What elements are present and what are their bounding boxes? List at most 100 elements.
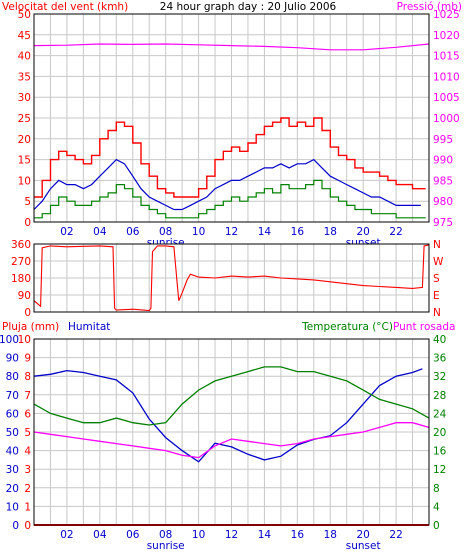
series-wind_gust [34,117,426,198]
direction-left-ticks: 0 90 180 270 360 [11,239,31,319]
x-tick-label: 16 [291,226,305,238]
series-wind_average [33,158,421,211]
x-tick-label: 18 [324,226,337,238]
y-tick-label: 3 [24,464,31,476]
y-tick-label: 5 [24,427,31,439]
wind-plot-frame [33,13,430,223]
y-tick-label: 40 [6,446,19,458]
y-tick-label: W [433,256,444,268]
rain-axis-ticks: 0 1 2 3 4 5 6 7 8 9 10 [18,334,32,532]
direction-plot-frame [33,243,430,313]
x-annotation-label: sunset [346,540,381,552]
y-tick-label: 2 [24,483,31,495]
y-tick-label: 25 [18,113,31,125]
y-tick-label: 45 [18,30,31,42]
bottom-x-ticks: 02 04 06 08 10 12 14 16 18 20 22 sunrise sunset [60,529,403,552]
y-tick-label: 10 [6,501,19,513]
y-tick-label: 0 [24,307,31,319]
y-tick-label: 975 [433,217,453,229]
wind-axis-label: Velocitat del vent (kmh) [2,1,128,13]
y-tick-label: 0 [24,217,31,229]
y-tick-label: 60 [6,408,19,420]
y-tick-label: 0 [433,520,440,532]
y-tick-label: 100 [0,334,19,346]
y-tick-label: 20 [18,134,31,146]
y-tick-label: 15 [18,155,31,167]
y-tick-label: S [433,273,440,285]
y-tick-label: 4 [433,501,440,513]
series-temperature [33,366,430,426]
y-tick-label: 70 [6,390,19,402]
x-tick-label: 08 [159,529,172,541]
x-tick-label: 06 [126,226,140,238]
x-tick-label: 20 [356,226,369,238]
x-tick-label: 18 [324,529,337,541]
y-tick-label: 32 [433,371,446,383]
series-humidity [33,368,423,463]
x-tick-label: 14 [258,529,272,541]
y-tick-label: 0 [12,520,19,532]
y-tick-label: 80 [6,371,19,383]
x-tick-label: 06 [126,529,140,541]
y-tick-label: 36 [433,353,447,365]
y-tick-label: 28 [433,390,446,402]
dew-point-header: Punt rosada [393,321,455,333]
y-tick-label: 4 [24,446,31,458]
y-tick-label: 985 [433,175,453,187]
pressure-axis-label: Pressió (mb) [397,1,462,13]
y-tick-label: 7 [24,390,31,402]
y-tick-label: 50 [18,9,31,21]
y-tick-label: N [433,239,441,251]
y-tick-label: 10 [18,175,31,187]
y-tick-label: 40 [18,51,31,63]
x-tick-label: 14 [258,226,272,238]
x-tick-label: 10 [192,226,205,238]
y-tick-label: 0 [24,520,31,532]
y-tick-label: 8 [24,371,31,383]
y-tick-label: 24 [433,408,447,420]
x-tick-label: 02 [60,529,73,541]
y-tick-label: 6 [24,408,31,420]
y-tick-label: 35 [18,71,31,83]
y-tick-label: 9 [24,353,31,365]
y-tick-label: 180 [11,273,31,285]
y-tick-label: 1020 [433,30,460,42]
series-wind_minimum [34,179,426,219]
y-tick-label: N [433,307,441,319]
y-tick-label: 980 [433,196,453,208]
x-tick-label: 12 [225,529,238,541]
pressure-right-ticks: 975 980 985 990 995 1000 1005 1010 1015 1020 1025 [433,9,460,229]
temp-right-axis-ticks: 0 4 8 12 16 20 24 28 32 36 40 [433,334,447,532]
temperature-header: Temperatura (°C) [301,321,393,333]
y-tick-label: 990 [433,155,453,167]
x-annotation-label: sunrise [147,540,185,552]
x-tick-label: 12 [225,226,238,238]
x-tick-label: 04 [93,226,107,238]
wind-left-ticks: 0 5 10 15 20 25 30 35 40 45 50 [18,9,31,229]
direction-series-layer [33,244,430,312]
y-tick-label: 1 [24,501,31,513]
x-tick-label: 16 [291,529,305,541]
y-tick-label: 1025 [433,9,460,21]
y-tick-label: 1010 [433,71,460,83]
series-dew_point [33,422,430,459]
humidity-header: Humitat [68,321,110,333]
y-tick-label: 40 [433,334,446,346]
y-tick-label: 50 [6,427,19,439]
x-tick-label: 10 [192,529,205,541]
y-tick-label: E [433,290,440,302]
series-wind_direction [33,244,430,312]
y-tick-label: 995 [433,134,453,146]
humidity-axis-ticks: 0 10 20 30 40 50 60 70 80 90 100 [0,334,19,532]
y-tick-label: 360 [11,239,31,251]
y-tick-label: 12 [433,464,446,476]
rain-header: Pluja (mm) [2,321,59,333]
y-tick-label: 8 [433,483,440,495]
y-tick-label: 270 [11,256,31,268]
y-tick-label: 1005 [433,92,460,104]
